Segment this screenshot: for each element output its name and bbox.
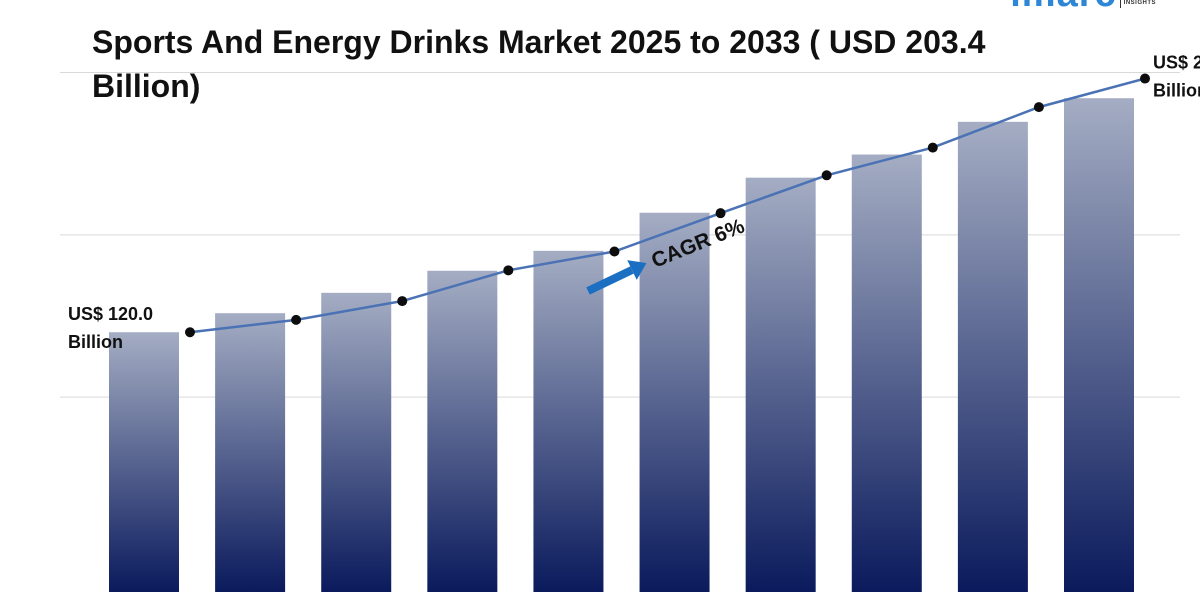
trend-marker-10: [1140, 73, 1150, 84]
bar-5: [533, 250, 604, 592]
trend-marker-2: [291, 314, 302, 325]
brand-logo-wordmark: imarc: [1010, 0, 1116, 13]
trend-marker-1: [185, 327, 195, 338]
chart-title: Sports And Energy Drinks Market 2025 to …: [92, 24, 986, 104]
bar-2: [215, 313, 286, 592]
trend-marker-8: [927, 142, 938, 153]
brand-logo-divider: [1119, 0, 1121, 8]
trend-series: [185, 73, 1150, 338]
bar-series: [109, 98, 1134, 593]
bar-4: [427, 270, 498, 592]
trend-marker-4: [503, 265, 514, 276]
bar-6: [639, 212, 710, 592]
bar-7: [745, 177, 816, 592]
bar-1: [109, 332, 179, 592]
trend-marker-6: [715, 208, 726, 219]
bar-8: [851, 154, 922, 592]
end-unit-label: Billion: [1153, 81, 1200, 101]
trend-marker-3: [397, 296, 408, 307]
bar-3: [321, 292, 392, 592]
start-value-label: US$ 120.0: [68, 304, 153, 324]
cagr-arrow-shaft: [586, 266, 634, 295]
bar-9: [957, 121, 1028, 593]
brand-logo: imarc INSIGHTS: [1010, 0, 1156, 13]
cagr-arrow-icon: [627, 260, 647, 280]
bar-10: [1064, 98, 1134, 592]
trend-marker-7: [821, 170, 832, 181]
trend-line: [189, 77, 1146, 334]
trend-marker-9: [1033, 102, 1044, 113]
trend-marker-5: [609, 246, 620, 257]
start-unit-label: Billion: [68, 332, 123, 352]
end-value-label: US$ 203.4: [1153, 53, 1200, 73]
brand-logo-tagline: INSIGHTS: [1123, 0, 1156, 6]
